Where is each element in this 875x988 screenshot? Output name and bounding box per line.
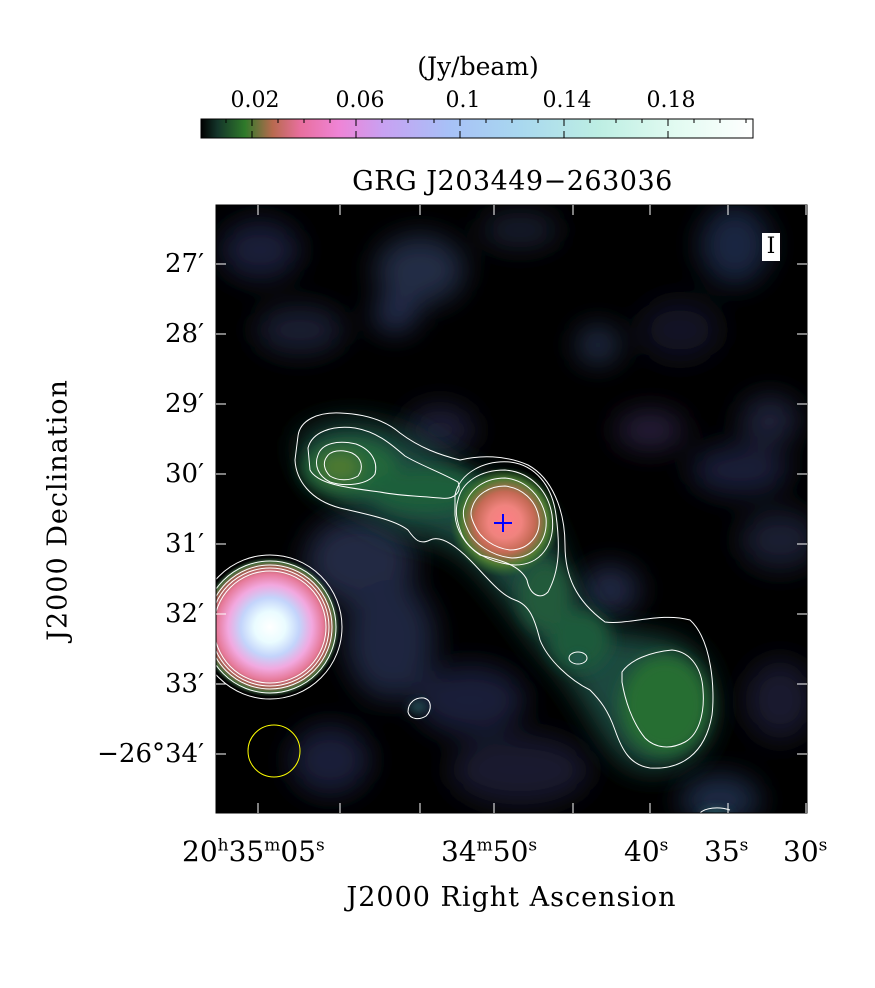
contour-outer	[294, 412, 714, 769]
plot-title: GRG J203449−263036	[352, 166, 673, 197]
y-tick-label: 28′	[165, 319, 204, 349]
axis-ticks	[216, 205, 807, 813]
faint-blob	[404, 697, 432, 717]
radio-image	[216, 205, 807, 813]
y-tick-label: 31′	[165, 529, 204, 559]
x-tick-label: 34m50s	[441, 835, 538, 868]
colorbar-tick-label: 0.18	[646, 88, 696, 113]
contour-bright-2	[216, 560, 337, 694]
contour-4	[323, 450, 362, 481]
contour-edge	[699, 807, 731, 813]
y-tick-label: 30′	[165, 459, 204, 489]
plot-frame	[215, 204, 808, 814]
x-tick-label: 20h35m05s	[182, 835, 325, 868]
y-tick-label: 29′	[165, 389, 204, 419]
colorbar-ticks	[225, 119, 747, 138]
y-tick-label: 33′	[165, 669, 204, 699]
beam-ellipse	[247, 724, 301, 778]
x-tick-label: 35s	[704, 835, 749, 868]
contour-bright-1	[216, 554, 343, 700]
contour-core-1	[455, 469, 554, 566]
colorbar	[200, 118, 754, 139]
contour-bright-4	[216, 567, 330, 687]
x-axis-label: J2000 Right Ascension	[346, 882, 677, 913]
y-axis-label: J2000 Declination	[42, 379, 74, 641]
colorbar-tick-label: 0.1	[445, 88, 481, 113]
contour-island	[407, 697, 431, 720]
y-tick-label: −26°34′	[97, 739, 204, 769]
faint-blob	[568, 650, 588, 666]
colorbar-tick-label: 0.02	[230, 88, 280, 113]
background-noise	[220, 205, 807, 813]
contour-3	[316, 441, 377, 486]
contour-sw-lobe	[621, 649, 704, 748]
contour-core-3	[470, 485, 540, 551]
y-tick-label: 27′	[165, 249, 204, 279]
contour-bright-5	[216, 570, 327, 684]
contour-bright-3	[216, 564, 333, 690]
colorbar-unit-label: (Jy/beam)	[417, 52, 539, 81]
x-tick-label: 40s	[624, 835, 669, 868]
contours	[216, 412, 731, 813]
bright-source-emission	[216, 557, 340, 697]
faint-blob	[693, 804, 737, 813]
stokes-label: I	[762, 233, 780, 261]
core-marker	[494, 514, 512, 532]
lobe-emission	[302, 440, 709, 755]
contour-core-2	[462, 477, 547, 559]
y-tick-label: 32′	[165, 599, 204, 629]
colorbar-tick-label: 0.14	[542, 88, 592, 113]
x-tick-label: 30s	[783, 835, 828, 868]
contour-island	[568, 651, 588, 665]
contour-core-outer	[454, 461, 559, 597]
colorbar-tick-label: 0.06	[335, 88, 385, 113]
contour-2	[307, 426, 460, 499]
